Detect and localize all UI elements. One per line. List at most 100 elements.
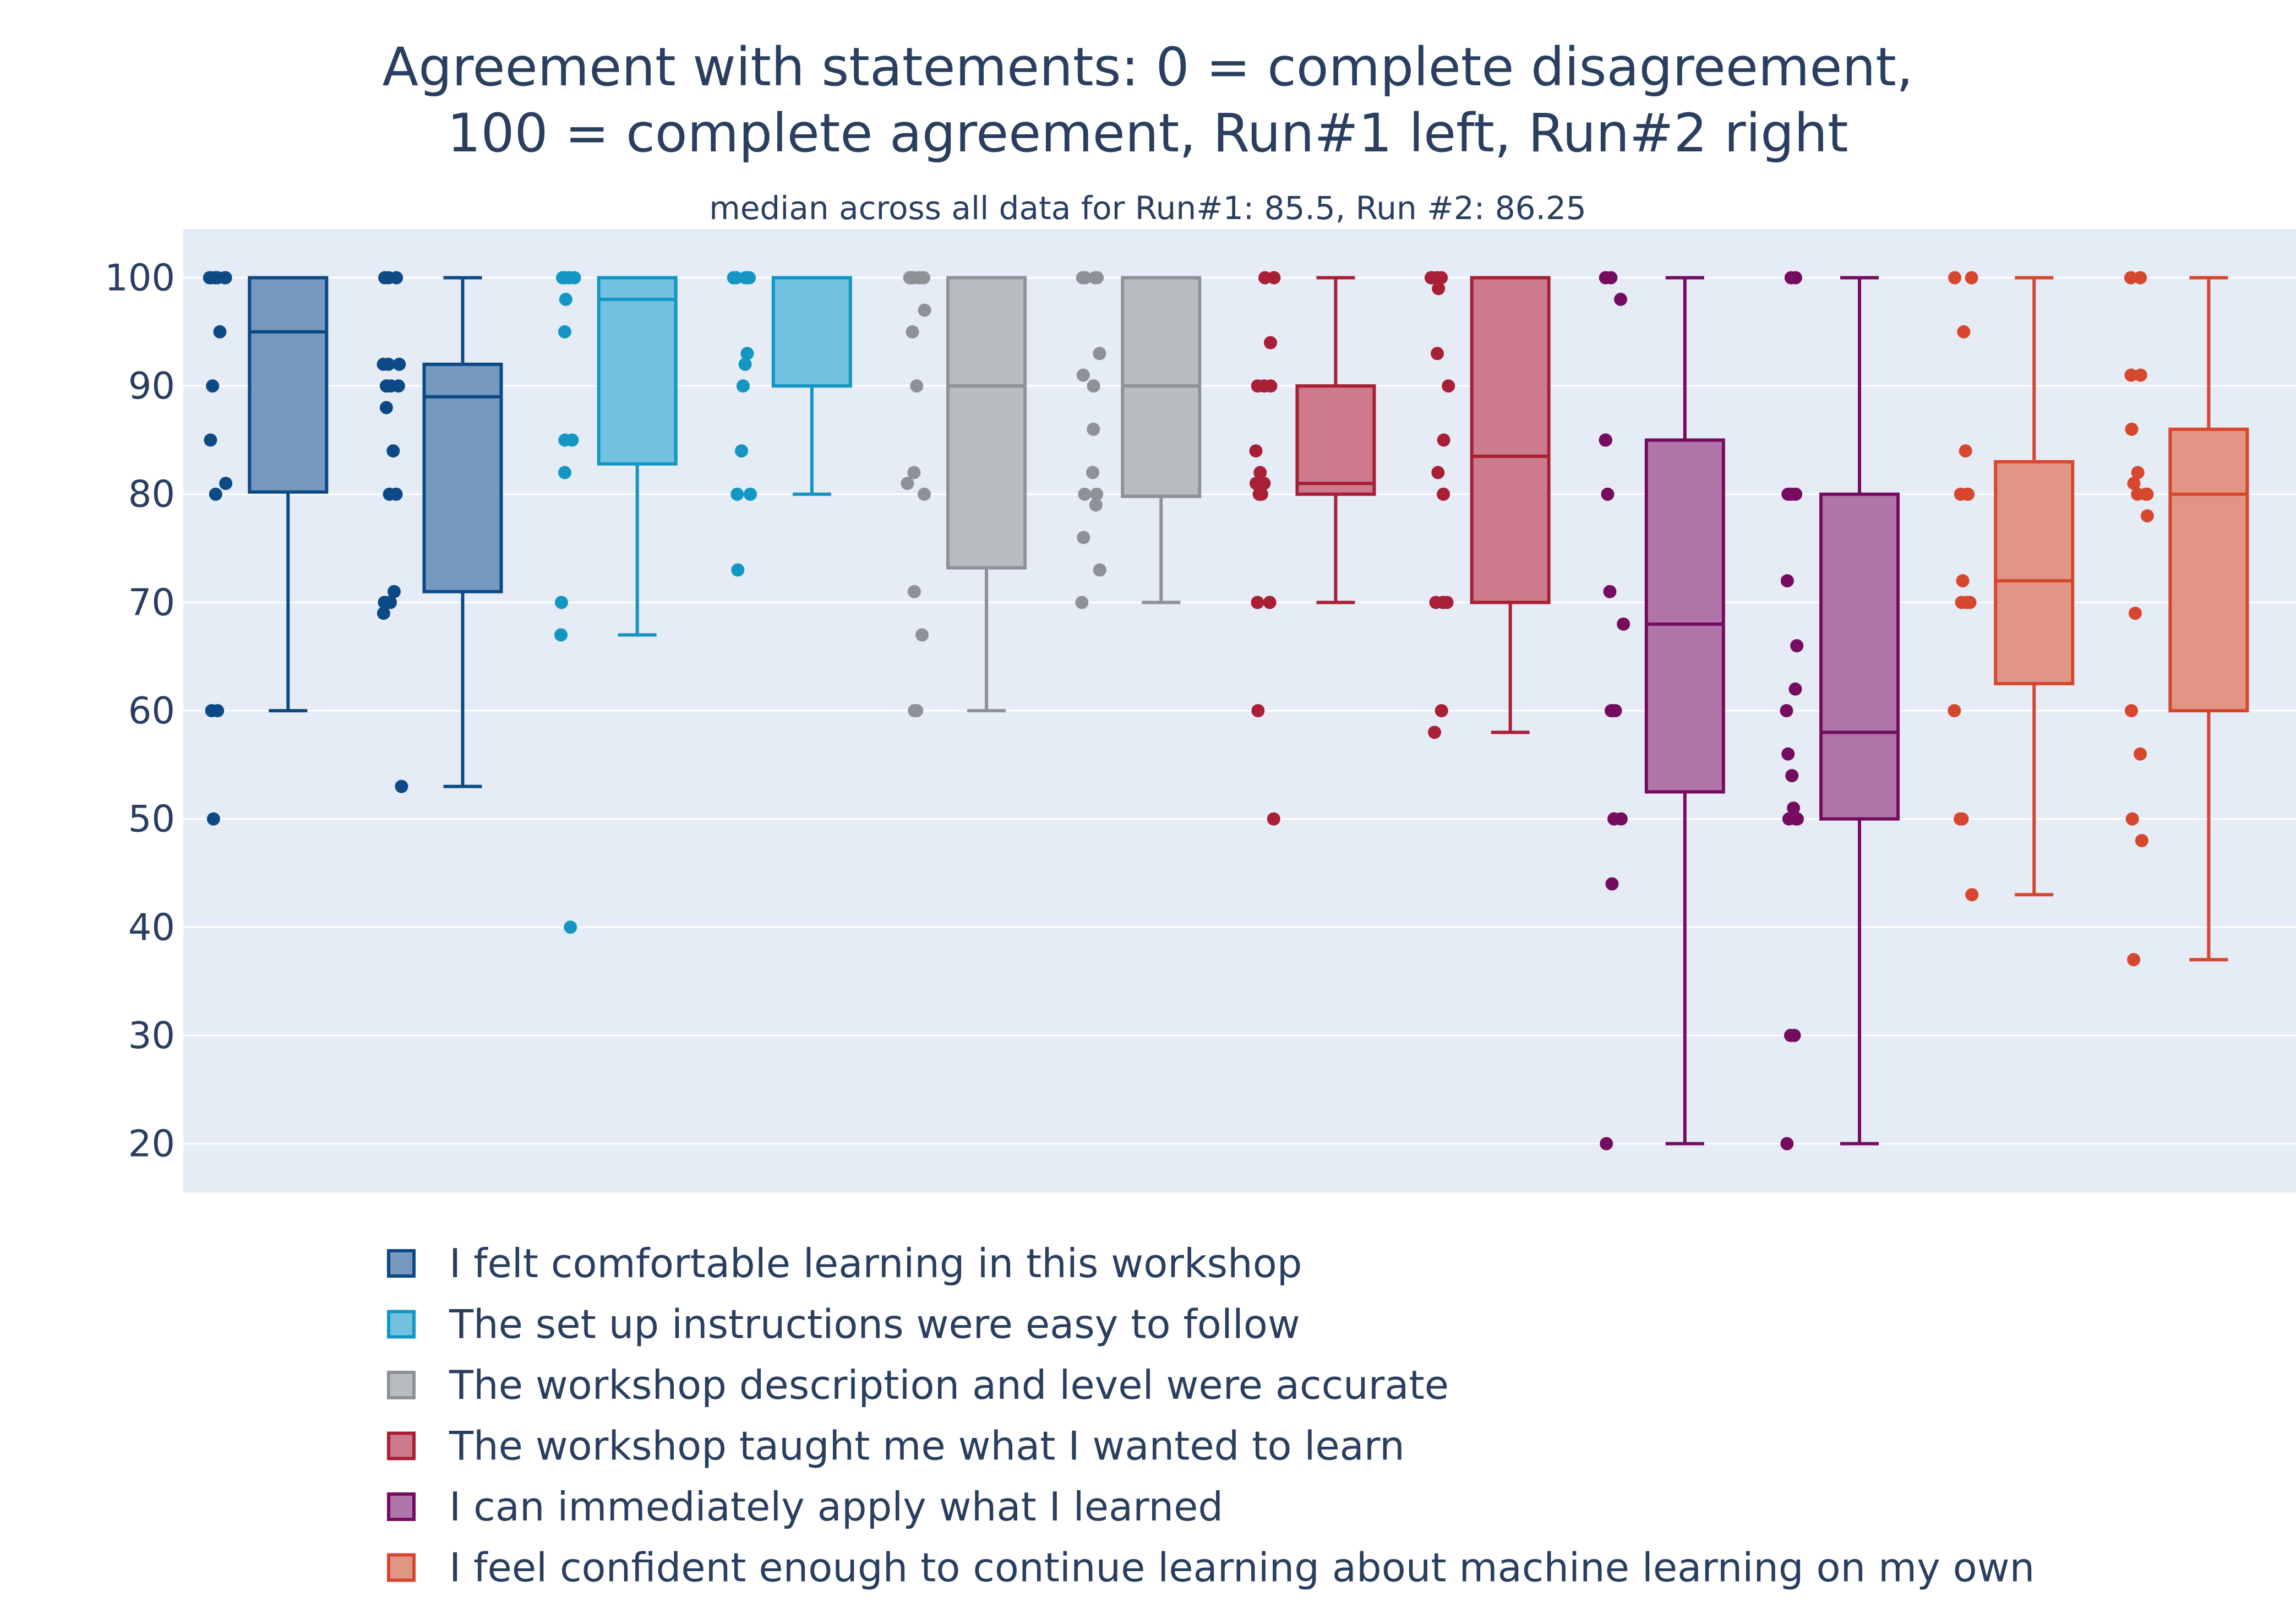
box-traces xyxy=(203,271,2249,1151)
data-point xyxy=(1961,487,1975,501)
y-tick-label: 50 xyxy=(128,798,175,841)
data-point xyxy=(1431,466,1445,479)
box-iqr xyxy=(771,276,852,388)
data-point xyxy=(1965,271,1978,285)
y-tick-label: 40 xyxy=(128,906,175,949)
data-point xyxy=(213,325,227,339)
data-point xyxy=(907,585,921,598)
legend-label: I can immediately apply what I learned xyxy=(449,1484,1223,1530)
data-point xyxy=(1093,347,1106,361)
data-point xyxy=(2140,509,2154,523)
data-point xyxy=(1603,585,1617,598)
data-point xyxy=(1087,379,1100,393)
box-trace xyxy=(2124,271,2249,967)
data-point xyxy=(1781,747,1795,761)
legend-swatch xyxy=(387,1310,416,1339)
legend-item[interactable]: I felt comfortable learning in this work… xyxy=(387,1240,1302,1287)
y-tick-label: 90 xyxy=(128,364,175,407)
data-point xyxy=(1599,433,1612,447)
data-point xyxy=(908,704,921,717)
box-iqr xyxy=(1994,460,2075,685)
legend-item[interactable]: I can immediately apply what I learned xyxy=(387,1484,1223,1530)
y-tick-label: 80 xyxy=(128,473,175,516)
data-point xyxy=(558,271,571,285)
box-iqr xyxy=(2168,427,2249,712)
box-trace xyxy=(1075,271,1202,609)
data-point xyxy=(1601,487,1615,501)
legend-item[interactable]: The workshop taught me what I wanted to … xyxy=(387,1423,1405,1469)
data-point xyxy=(392,357,406,371)
data-point xyxy=(2134,368,2147,382)
data-point xyxy=(1785,487,1798,501)
data-point xyxy=(1785,768,1799,782)
data-point xyxy=(1787,1028,1801,1042)
data-point xyxy=(2127,953,2141,967)
data-point xyxy=(1437,487,1450,501)
box-iqr xyxy=(1470,276,1551,604)
data-point xyxy=(906,325,919,339)
data-point xyxy=(554,596,568,609)
data-point xyxy=(388,585,401,598)
data-point xyxy=(554,628,568,642)
legend-item[interactable]: I feel confident enough to continue lear… xyxy=(387,1545,2035,1591)
y-tick-label: 70 xyxy=(128,581,175,624)
data-point xyxy=(1956,574,1970,588)
legend-item[interactable]: The workshop description and level were … xyxy=(387,1362,1449,1408)
data-point xyxy=(1784,271,1798,285)
data-point xyxy=(1617,617,1630,631)
data-point xyxy=(731,563,745,577)
data-point xyxy=(1960,596,1974,609)
data-point xyxy=(377,357,390,371)
data-point xyxy=(1599,271,1612,285)
data-point xyxy=(206,379,220,393)
data-point xyxy=(558,433,572,447)
data-point xyxy=(564,920,577,934)
box-iqr xyxy=(1644,438,1725,794)
data-point xyxy=(1087,422,1100,436)
data-point xyxy=(730,487,744,501)
data-point xyxy=(1090,271,1104,285)
data-point xyxy=(2134,747,2147,761)
data-point xyxy=(2124,368,2138,382)
data-point xyxy=(1249,444,1263,458)
data-point xyxy=(904,271,918,285)
chart-title-line-1: Agreement with statements: 0 = complete … xyxy=(383,36,1913,98)
y-axis-tick-labels: 20 30 40 50 60 70 80 90 100 xyxy=(105,256,175,1165)
data-point xyxy=(1957,325,1971,339)
data-point xyxy=(377,607,390,620)
data-point xyxy=(1790,812,1804,826)
legend-label: I felt comfortable learning in this work… xyxy=(449,1240,1302,1287)
box-trace xyxy=(1599,271,1725,1151)
data-point xyxy=(1614,292,1628,306)
data-point xyxy=(381,271,395,285)
legend-swatch xyxy=(387,1553,416,1582)
data-point xyxy=(558,325,571,339)
data-point xyxy=(1780,704,1793,717)
data-point xyxy=(384,379,397,393)
box-trace xyxy=(377,271,503,793)
data-point xyxy=(907,466,921,479)
data-point xyxy=(209,487,222,501)
data-point xyxy=(1086,466,1100,479)
legend-item[interactable]: The set up instructions were easy to fol… xyxy=(387,1301,1300,1348)
data-point xyxy=(901,477,914,490)
data-point xyxy=(1078,487,1092,501)
data-point xyxy=(1253,466,1267,479)
data-point xyxy=(559,292,572,306)
legend: I felt comfortable learning in this work… xyxy=(387,1240,2035,1591)
data-point xyxy=(2127,477,2141,490)
data-point xyxy=(1788,682,1802,696)
data-point xyxy=(1249,477,1263,490)
data-point xyxy=(1604,704,1618,717)
data-point xyxy=(2124,271,2137,285)
data-point xyxy=(1948,271,1962,285)
box-iqr xyxy=(1819,492,1900,821)
data-point xyxy=(1253,487,1267,501)
data-point xyxy=(1948,704,1961,717)
data-point xyxy=(211,271,225,285)
data-point xyxy=(1075,596,1089,609)
data-point xyxy=(735,444,749,458)
box-iqr xyxy=(946,276,1027,570)
box-trace xyxy=(554,271,678,934)
